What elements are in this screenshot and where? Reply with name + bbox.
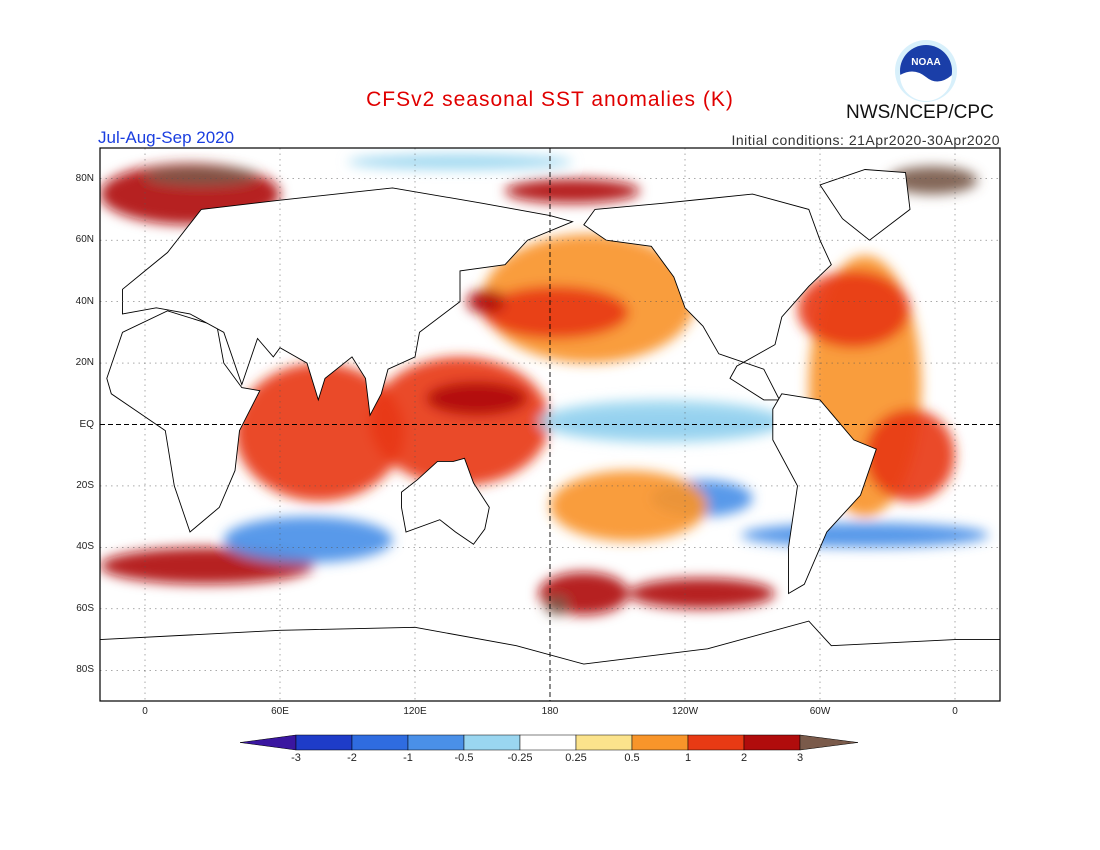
anomaly-region-bering-warm (505, 178, 640, 204)
anomaly-region-tropical-atlantic-warm (865, 409, 955, 502)
initial-conditions: Initial conditions: 21Apr2020-30Apr2020 (731, 132, 1000, 148)
colorbar-tick-label: 1 (684, 752, 692, 764)
colorbar-under-triangle (239, 734, 297, 751)
latitude-tick-label: EQ (79, 418, 94, 430)
longitude-tick-label: 0 (142, 706, 148, 717)
longitude-tick-label: 120W (671, 706, 699, 717)
colorbar-tick-label: -1 (403, 752, 413, 764)
colorbar-tick-label: 2 (740, 752, 748, 764)
latitude-tick-label: 20S (76, 479, 94, 491)
forecast-period: Jul-Aug-Sep 2020 (98, 128, 235, 147)
anomaly-region-north-pacific-core (482, 286, 629, 339)
colorbar-over-triangle (799, 734, 859, 751)
colorbar-tick-label: 3 (796, 752, 804, 764)
colorbar-tick-label: 0.25 (565, 752, 587, 764)
anomaly-region-southern-ocean-core (545, 596, 568, 615)
anomaly-region-north-atlantic-warm (797, 270, 910, 348)
latitude-tick-label: 60S (76, 602, 94, 614)
noaa-logo-text: NOAA (911, 57, 940, 68)
colorbar-tick-label: 0.5 (624, 752, 640, 764)
colorbar-tick-label: -0.5 (454, 752, 474, 764)
colorbar-segment (519, 734, 577, 751)
colorbar-segment (743, 734, 801, 751)
land-africa (106, 310, 261, 533)
figure-title: CFSv2 seasonal SST anomalies (K) (366, 88, 734, 111)
agency-label: NWS/NCEP/CPC (846, 102, 994, 123)
longitude-tick-label: 0 (952, 706, 958, 717)
land-north-america (583, 193, 832, 401)
colorbar-tick-label: -2 (347, 752, 357, 764)
anomaly-region-arctic-cool (347, 154, 573, 170)
land-south-america (772, 393, 877, 595)
anomaly-region-indian-ocean-warm (235, 363, 404, 502)
land-greenland (819, 169, 911, 241)
anomaly-region-equatorial-pacific-cool (538, 399, 787, 443)
colorbar-segment (687, 734, 745, 751)
anomaly-region-south-pacific-warm (550, 470, 708, 542)
latitude-tick-label: 60N (75, 234, 94, 246)
anomaly-region-arctic-hot (145, 166, 258, 185)
anomaly-region-west-pacific-core (426, 381, 528, 416)
colorbar-segment (631, 734, 689, 751)
colorbar-segment (295, 734, 353, 751)
noaa-logo: NOAA (895, 40, 957, 102)
anomaly-region-southern-ocean-cold (741, 522, 989, 548)
longitude-tick-label: 60E (271, 706, 289, 717)
anomaly-region-southern-ocean-cold-indian (223, 516, 393, 563)
anomaly-region-south-pacific-band (628, 578, 775, 609)
map-border (99, 147, 1001, 702)
latitude-tick-label: 80S (76, 664, 94, 676)
latitude-tick-label: 80N (75, 172, 94, 184)
colorbar-segment (575, 734, 633, 751)
latitude-tick-label: 40N (75, 295, 94, 307)
latitude-tick-label: 20N (75, 357, 94, 369)
longitude-tick-label: 60W (809, 706, 831, 717)
longitude-tick-label: 180 (541, 706, 559, 717)
colorbar-segment (407, 734, 465, 751)
colorbar-segment (351, 734, 409, 751)
colorbar-tick-label: -3 (291, 752, 301, 764)
latitude-tick-label: 40S (76, 541, 94, 553)
longitude-tick-label: 120E (403, 706, 427, 717)
land-australia (401, 457, 490, 545)
colorbar-segment (463, 734, 521, 751)
colorbar-tick-label: -0.25 (507, 752, 533, 764)
